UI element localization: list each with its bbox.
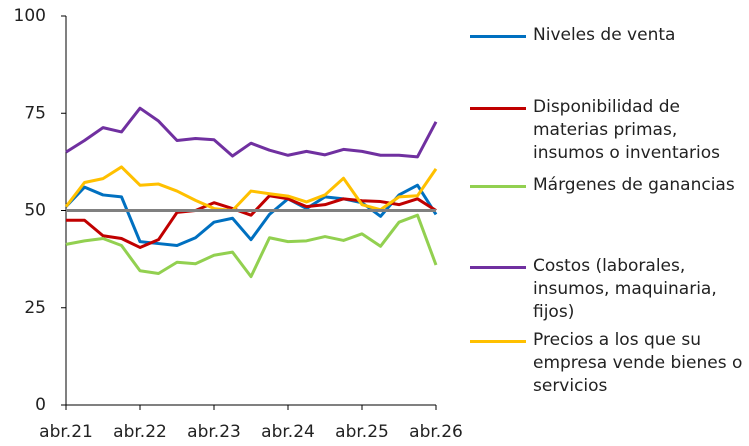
legend-item: Precios a los que su empresa vende biene… (470, 329, 749, 398)
legend-label: Costos (laborales, insumos, maquinaria, … (533, 256, 717, 322)
legend-item: Costos (laborales, insumos, maquinaria, … (470, 255, 749, 324)
legend-swatch (470, 107, 526, 110)
x-tick-label: abr.25 (335, 422, 389, 442)
legend-item: Niveles de venta (470, 24, 749, 47)
legend-label: Disponibilidad de materias primas, insum… (533, 97, 720, 163)
y-tick-label: 100 (14, 6, 46, 26)
legend-swatch (470, 185, 526, 188)
legend-item: Márgenes de ganancias (470, 174, 749, 197)
series-line (64, 165, 438, 212)
y-tick-label: 0 (35, 395, 46, 415)
y-tick-label: 50 (24, 201, 46, 221)
legend-swatch (470, 35, 526, 38)
x-tick-label: abr.24 (261, 422, 315, 442)
legend-swatch (470, 266, 526, 269)
legend-label: Márgenes de ganancias (533, 175, 735, 195)
series-line (66, 194, 437, 249)
y-tick-label: 75 (24, 103, 46, 123)
x-tick-label: abr.23 (187, 422, 241, 442)
series-line (65, 213, 438, 279)
legend-item: Disponibilidad de materias primas, insum… (470, 96, 749, 165)
x-tick-label: abr.22 (113, 422, 167, 442)
x-tick-label: abr.26 (409, 422, 463, 442)
series-line (65, 106, 438, 159)
legend-swatch (470, 340, 526, 343)
legend-label: Precios a los que su empresa vende biene… (533, 330, 743, 396)
y-tick-label: 25 (24, 298, 46, 318)
x-tick-label: abr.21 (39, 422, 93, 442)
legend-label: Niveles de venta (533, 25, 676, 45)
